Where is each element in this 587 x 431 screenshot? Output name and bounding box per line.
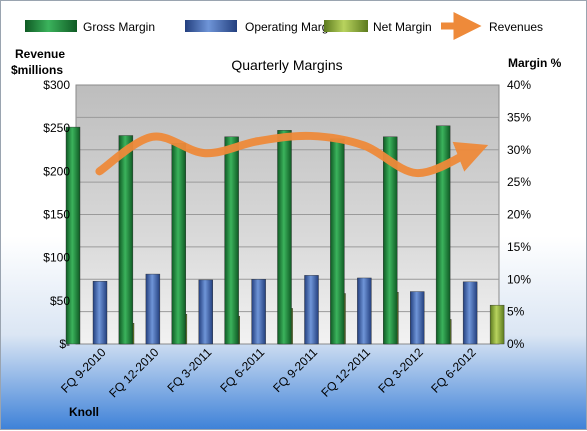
gross-margin-bar bbox=[383, 136, 398, 345]
operating-margin-bar bbox=[145, 273, 161, 345]
left-axis-tick-label: $250 bbox=[43, 121, 70, 135]
gross-margin-bar bbox=[171, 143, 186, 345]
right-axis-tick-label: 10% bbox=[507, 272, 531, 286]
right-axis-title: Margin % bbox=[508, 56, 562, 70]
x-axis-tick-label: FQ 6-2012 bbox=[428, 345, 479, 396]
legend-item-net-margin: Net Margin bbox=[324, 20, 432, 34]
left-axis-ticks: $- $50 $100 $150 $200 $250 $300 bbox=[43, 78, 70, 351]
x-axis-tick-label: FQ 6-2011 bbox=[217, 345, 267, 395]
right-axis-tick-label: 25% bbox=[507, 175, 531, 189]
right-axis-tick-label: 0% bbox=[507, 337, 525, 351]
gross-margin-bar bbox=[435, 125, 451, 345]
legend-label-operating: Operating Margin bbox=[245, 20, 338, 34]
operating-margin-bar bbox=[198, 279, 213, 345]
operating-margin-bar bbox=[357, 277, 372, 345]
legend-item-revenues: Revenues bbox=[441, 12, 543, 40]
gross-margin-bar bbox=[118, 135, 134, 345]
left-axis-tick-label: $- bbox=[59, 337, 70, 351]
x-axis-tick-label: FQ 12-2011 bbox=[318, 345, 373, 400]
right-axis-tick-label: 20% bbox=[507, 208, 531, 222]
right-axis-tick-label: 15% bbox=[507, 240, 531, 254]
left-axis-tick-label: $50 bbox=[50, 294, 70, 308]
right-axis-tick-label: 5% bbox=[507, 305, 525, 319]
left-axis-title-line2: $millions bbox=[11, 63, 63, 77]
left-axis-tick-label: $300 bbox=[43, 78, 70, 92]
x-axis-tick-label: FQ 9-2010 bbox=[58, 345, 109, 396]
right-axis-tick-label: 30% bbox=[507, 143, 531, 157]
net-margin-bar bbox=[489, 304, 505, 345]
x-axis-tick-label: FQ 3-2011 bbox=[164, 345, 214, 395]
left-axis-title-line1: Revenue bbox=[15, 47, 65, 61]
legend-label-net: Net Margin bbox=[373, 20, 432, 34]
legend-label-gross: Gross Margin bbox=[83, 20, 155, 34]
company-label: Knoll bbox=[69, 405, 99, 419]
gross-margin-bar bbox=[65, 126, 81, 345]
operating-margin-bar bbox=[410, 291, 425, 345]
legend-swatch-gross bbox=[25, 20, 77, 32]
legend: Gross Margin Operating Margin Net Margin… bbox=[25, 12, 543, 40]
chart-title: Quarterly Margins bbox=[231, 57, 342, 73]
operating-margin-bar bbox=[92, 280, 108, 345]
legend-item-gross-margin: Gross Margin bbox=[25, 20, 155, 34]
x-axis-tick-label: FQ 12-2010 bbox=[106, 345, 161, 400]
left-axis-tick-label: $150 bbox=[43, 208, 70, 222]
right-axis-ticks: 0% 5% 10% 15% 20% 25% 30% 35% 40% bbox=[507, 78, 531, 351]
gross-margin-bar bbox=[330, 138, 345, 345]
legend-swatch-net bbox=[324, 20, 368, 32]
gross-margin-bar bbox=[277, 130, 292, 345]
revenue-line-group bbox=[95, 131, 489, 178]
operating-margin-bar bbox=[462, 281, 478, 345]
legend-label-revenues: Revenues bbox=[489, 20, 543, 34]
legend-item-operating-margin: Operating Margin bbox=[185, 20, 338, 34]
operating-margin-bar bbox=[304, 275, 319, 345]
left-axis-tick-label: $100 bbox=[43, 251, 70, 265]
bars bbox=[65, 125, 505, 345]
operating-margin-bar bbox=[251, 279, 266, 345]
left-axis-tick-label: $200 bbox=[43, 164, 70, 178]
gross-margin-bar bbox=[224, 136, 239, 345]
right-axis-tick-label: 40% bbox=[507, 78, 531, 92]
x-axis-tick-label: FQ 9-2011 bbox=[270, 345, 320, 395]
legend-swatch-operating bbox=[185, 20, 237, 32]
revenue-line bbox=[95, 131, 489, 178]
right-axis-tick-label: 35% bbox=[507, 110, 531, 124]
x-axis-tick-label: FQ 3-2012 bbox=[375, 345, 426, 396]
